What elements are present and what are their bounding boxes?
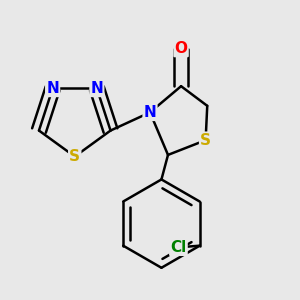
Text: Cl: Cl: [170, 240, 187, 255]
Text: N: N: [46, 81, 59, 96]
Text: S: S: [200, 133, 211, 148]
Text: N: N: [91, 81, 103, 96]
Text: N: N: [144, 105, 156, 120]
Text: S: S: [69, 149, 80, 164]
Text: O: O: [175, 41, 188, 56]
